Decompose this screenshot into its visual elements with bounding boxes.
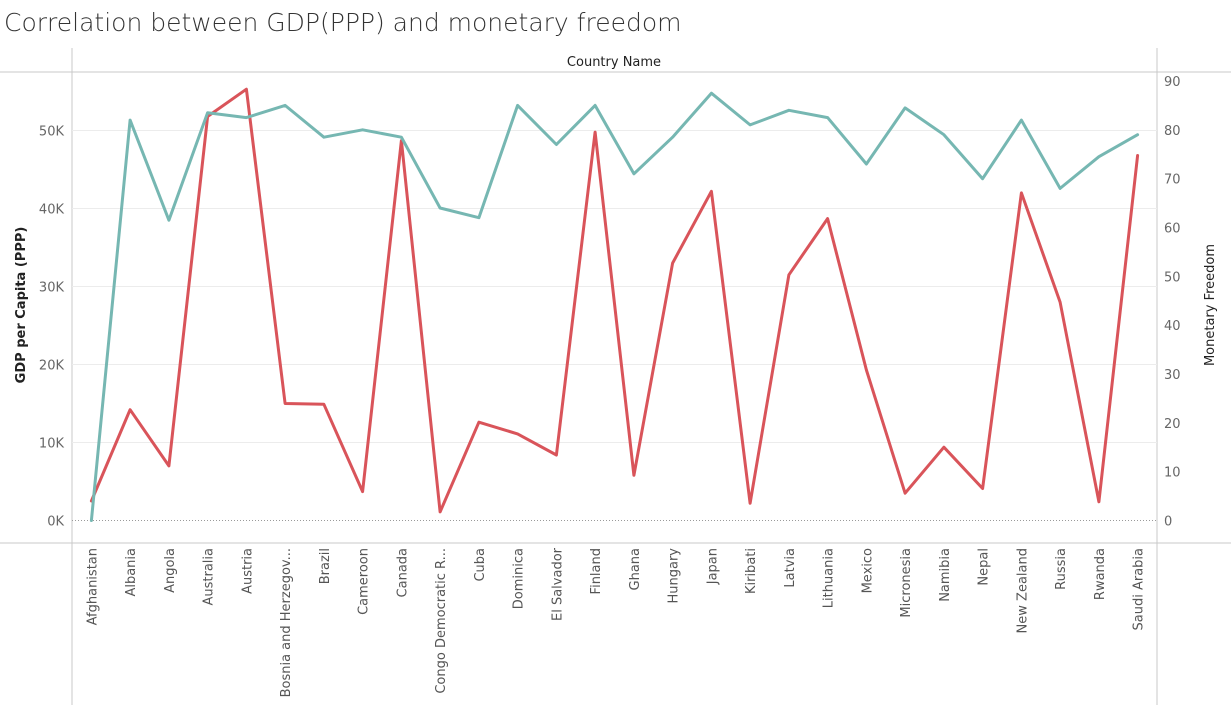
x-tick-label: Angola	[163, 548, 178, 593]
x-tick-label: Namibia	[938, 548, 953, 602]
right-axis-ticks: 0 10 20 30 40 50 60 70 80 90	[1164, 75, 1181, 530]
right-tick-label: 30	[1164, 368, 1181, 383]
column-header-label: Country Name	[567, 55, 661, 70]
left-axis-title: GDP per Capita (PPP)	[14, 227, 29, 384]
x-tick-label: Rwanda	[1093, 548, 1108, 600]
right-axis-title: Monetary Freedom	[1203, 244, 1218, 366]
x-tick-label: Lithuania	[822, 548, 837, 608]
left-tick-label: 30K	[39, 281, 65, 296]
chart-title: Correlation between GDP(PPP) and monetar…	[4, 8, 682, 37]
x-tick-label: Mexico	[860, 548, 875, 593]
left-tick-label: 40K	[39, 203, 65, 218]
left-tick-label: 10K	[39, 437, 65, 452]
x-tick-label: Bosnia and Herzegov...	[279, 548, 294, 697]
x-tick-label: Albania	[124, 548, 139, 597]
x-tick-label: Afghanistan	[85, 548, 100, 625]
x-tick-label: Dominica	[512, 548, 527, 609]
x-tick-label: Cameroon	[357, 548, 372, 615]
left-axis-ticks: 0K 10K 20K 30K 40K 50K	[39, 125, 65, 530]
x-tick-label: Cuba	[473, 548, 488, 582]
x-tick-label: Kiribati	[744, 548, 759, 594]
x-tick-label: Saudi Arabia	[1132, 548, 1147, 631]
series-lines	[89, 87, 1140, 522]
right-tick-label: 0	[1164, 515, 1172, 530]
x-tick-label: Australia	[202, 548, 217, 606]
x-axis-ticks: Afghanistan Albania Angola Australia Austria…	[85, 547, 1146, 697]
x-tick-label: Brazil	[318, 548, 333, 584]
x-tick-label: Canada	[395, 548, 410, 597]
right-tick-label: 10	[1164, 466, 1181, 481]
right-tick-label: 60	[1164, 222, 1181, 237]
x-tick-label: Finland	[589, 548, 604, 594]
right-tick-label: 20	[1164, 417, 1181, 432]
x-tick-label: Austria	[240, 548, 255, 594]
right-tick-label: 80	[1164, 124, 1181, 139]
gdp-per-capita-line	[89, 87, 1140, 514]
left-tick-label: 0K	[47, 515, 64, 530]
chart-frame	[0, 48, 1231, 705]
left-tick-label: 20K	[39, 359, 65, 374]
x-tick-label: Russia	[1054, 548, 1069, 590]
x-tick-label: New Zealand	[1015, 548, 1030, 633]
right-tick-label: 70	[1164, 173, 1181, 188]
x-tick-label: Congo Democratic R...	[434, 548, 449, 694]
x-tick-label: El Salvador	[550, 547, 565, 621]
x-tick-label: Ghana	[628, 548, 643, 591]
x-tick-label: Nepal	[977, 548, 992, 586]
x-tick-label: Hungary	[667, 548, 682, 604]
x-tick-label: Latvia	[783, 548, 798, 588]
right-tick-label: 40	[1164, 319, 1181, 334]
gridlines	[72, 130, 1157, 521]
right-tick-label: 90	[1164, 75, 1181, 90]
x-tick-label: Japan	[705, 548, 720, 585]
left-tick-label: 50K	[39, 125, 65, 140]
x-tick-label: Micronesia	[899, 548, 914, 618]
right-tick-label: 50	[1164, 270, 1181, 285]
monetary-freedom-line	[89, 91, 1140, 522]
